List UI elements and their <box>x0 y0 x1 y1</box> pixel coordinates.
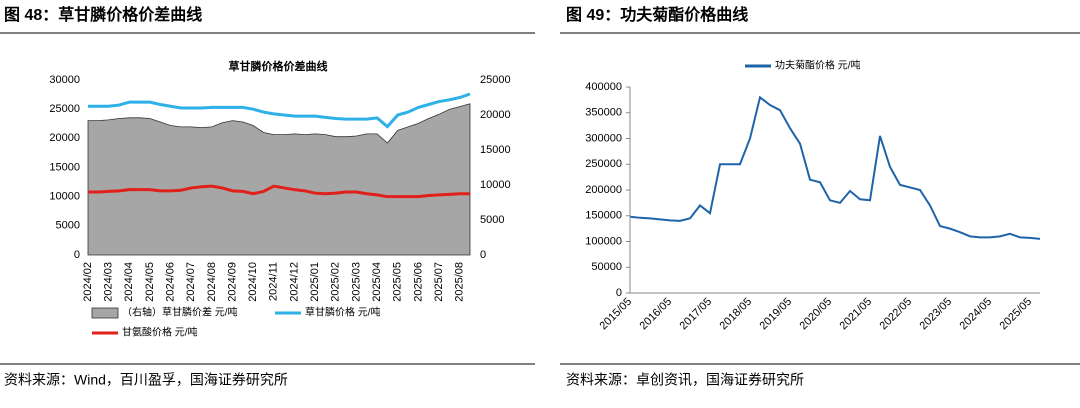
line <box>88 184 470 199</box>
y2-tick-label: 25000 <box>480 74 511 86</box>
figure-heading: 图 48：草甘膦价格价差曲线 <box>4 5 202 24</box>
x-tick-label: 2016/05 <box>638 296 675 333</box>
x-tick-label: 2024/08 <box>206 262 218 302</box>
x-tick-label: 2025/03 <box>350 262 362 302</box>
y-tick-label: 350000 <box>585 107 622 119</box>
x-tick-label: 2025/07 <box>433 262 445 302</box>
y-tick-label: 0 <box>74 249 80 261</box>
x-tick-label: 2024/04 <box>123 262 135 302</box>
legend-swatch <box>91 307 119 319</box>
y-tick-label: 400000 <box>585 81 622 93</box>
x-tick-label: 2022/05 <box>878 296 915 333</box>
y-tick-label: 10000 <box>49 191 80 203</box>
x-tick-label: 2024/07 <box>185 262 197 302</box>
x-tick-label: 2024/05 <box>144 262 156 302</box>
area <box>87 103 471 256</box>
line <box>629 95 1041 240</box>
y-tick-label: 200000 <box>585 184 622 196</box>
x-tick-label: 2023/05 <box>918 296 955 333</box>
y-tick-label: 30000 <box>49 74 80 86</box>
y-tick-label: 100000 <box>585 235 622 247</box>
y-tick-label: 15000 <box>49 161 80 173</box>
source: 资料来源：Wind，百川盈孚，国海证券研究所 <box>4 372 288 388</box>
x-tick-label: 2025/02 <box>330 262 342 302</box>
x-tick-label: 2021/05 <box>838 296 875 333</box>
x-tick-label: 2024/10 <box>247 262 259 302</box>
x-tick-label: 2025/06 <box>412 262 424 302</box>
x-tick-label: 2025/04 <box>371 262 383 302</box>
figure-heading: 图 49：功夫菊酯价格曲线 <box>566 5 748 24</box>
x-tick-label: 2024/12 <box>288 262 300 302</box>
y-tick-label: 150000 <box>585 210 622 222</box>
x-tick-label: 2019/05 <box>758 296 795 333</box>
chart-title: 草甘膦价格价差曲线 <box>229 59 328 73</box>
legend-label: 草甘膦价格 元/吨 <box>305 306 381 319</box>
y-tick-label: 5000 <box>56 220 80 232</box>
y-tick-label: 20000 <box>49 132 80 144</box>
x-tick-label: 2020/05 <box>798 296 835 333</box>
y2-tick-label: 15000 <box>480 144 511 156</box>
x-tick-label: 2024/03 <box>103 262 115 302</box>
line <box>88 92 471 129</box>
y2-tick-label: 10000 <box>480 179 511 191</box>
y-tick-label: 50000 <box>591 261 622 273</box>
x-tick-label: 2025/05 <box>998 296 1035 333</box>
x-tick-label: 2024/11 <box>268 262 280 301</box>
x-tick-label: 2024/09 <box>226 262 238 302</box>
x-tick-label: 2015/05 <box>598 296 635 333</box>
y-tick-label: 300000 <box>585 132 622 144</box>
x-tick-label: 2017/05 <box>678 296 715 333</box>
y2-tick-label: 5000 <box>480 214 504 226</box>
y-tick-label: 25000 <box>49 103 80 115</box>
legend-label: （右轴）草甘膦价差 元/吨 <box>122 306 238 319</box>
x-tick-label: 2025/01 <box>309 262 321 302</box>
x-tick-label: 2025/05 <box>392 262 404 302</box>
source: 资料来源：卓创资讯，国海证券研究所 <box>566 372 804 388</box>
legend-label: 功夫菊酯价格 元/吨 <box>775 59 861 72</box>
legend-label: 甘氨酸价格 元/吨 <box>122 326 198 339</box>
y2-tick-label: 20000 <box>480 109 511 121</box>
x-tick-label: 2025/08 <box>454 262 466 302</box>
x-tick-label: 2024/06 <box>165 262 177 302</box>
x-tick-label: 2024/02 <box>82 262 94 302</box>
y2-tick-label: 0 <box>480 249 486 261</box>
y-tick-label: 0 <box>616 287 622 299</box>
x-tick-label: 2024/05 <box>958 296 995 333</box>
y-tick-label: 250000 <box>585 158 622 170</box>
x-tick-label: 2018/05 <box>718 296 755 333</box>
